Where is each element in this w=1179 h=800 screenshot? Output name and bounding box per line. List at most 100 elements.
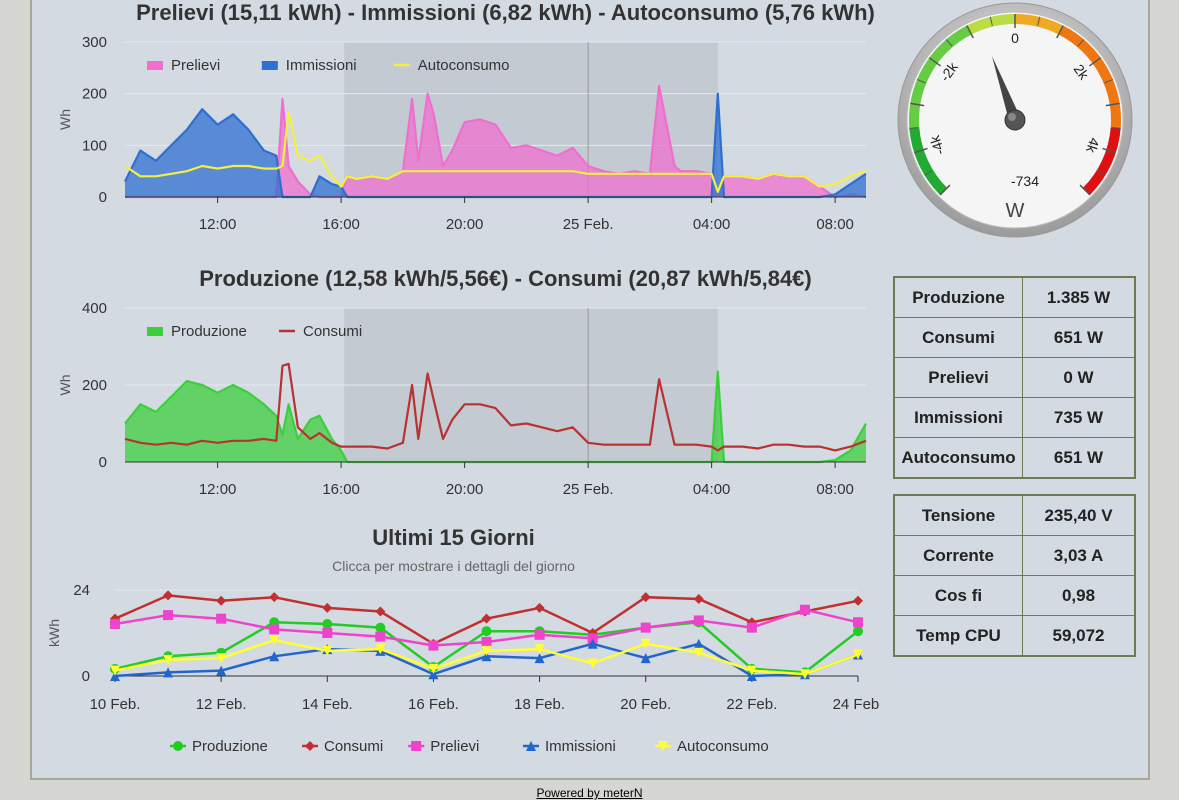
data-point[interactable] [322,628,333,638]
data-point[interactable] [693,647,704,658]
data-point[interactable] [375,622,386,633]
data-point[interactable] [322,602,333,613]
stat-value: 1.385 W [1022,276,1136,318]
data-point[interactable] [110,671,120,681]
data-point[interactable] [481,613,492,624]
data-point[interactable] [746,665,757,676]
data-point[interactable] [640,653,651,664]
gauge-band-green-dark [909,127,948,195]
data-point[interactable] [534,653,545,664]
data-point[interactable] [640,592,651,603]
data-point[interactable] [163,667,174,678]
legend-item-immissioni[interactable]: Immissioni [261,57,357,74]
data-point[interactable] [216,653,227,664]
data-point[interactable] [481,645,492,656]
data-point[interactable] [269,651,280,662]
series-area-prelievi [125,85,866,197]
data-point[interactable] [481,626,492,637]
data-point[interactable] [534,644,545,655]
legend-label: Prelievi [171,57,220,74]
production-consumption-chart[interactable]: Produzione (12,58 kWh/5,56€) - Consumi (… [40,250,880,512]
data-point[interactable] [428,663,439,674]
legend-item-prelievi[interactable]: Prelievi [408,738,479,755]
x-tick-label: 04:00 [693,216,731,233]
series-consumi [110,590,863,649]
data-point[interactable] [375,606,386,617]
stat-row-temp-cpu: Temp CPU 59,072 [893,615,1136,657]
legend-item-consumi[interactable]: Consumi [279,323,362,340]
data-point[interactable] [163,654,174,665]
legend-item-immissioni[interactable]: Immissioni [523,738,616,755]
data-point[interactable] [746,622,757,633]
gauge-tick [1056,25,1064,39]
data-point[interactable] [110,613,120,624]
data-point[interactable] [853,617,863,628]
energy-exchange-chart[interactable]: Prelievi (15,11 kWh) - Immissioni (6,82 … [40,0,880,245]
data-point[interactable] [216,665,227,676]
data-point[interactable] [269,624,280,635]
data-point[interactable] [534,629,545,640]
data-point[interactable] [587,638,598,649]
data-point[interactable] [693,593,704,604]
data-point[interactable] [322,619,333,630]
data-point[interactable] [746,671,757,681]
data-point[interactable] [322,645,333,656]
data-point[interactable] [534,602,545,613]
data-point[interactable] [587,658,598,669]
data-point[interactable] [163,590,174,601]
data-point[interactable] [110,665,120,676]
gauge-tick [916,78,926,84]
data-point[interactable] [216,613,227,624]
legend-item-autoconsumo[interactable]: Autoconsumo [655,738,769,755]
data-point[interactable] [375,644,386,655]
data-point[interactable] [853,626,863,637]
data-point[interactable] [163,610,174,621]
chart-subtitle: Clicca per mostrare i dettagli del giorn… [332,558,575,574]
x-tick-label: 16:00 [322,216,360,233]
legend-item-autoconsumo[interactable]: Autoconsumo [393,57,510,74]
data-point[interactable] [428,640,439,651]
gauge-scale-label: 0 [1011,30,1019,46]
data-point[interactable] [693,638,704,649]
stat-label: Consumi [893,317,1023,358]
stat-row-prelievi: Prelievi 0 W [893,357,1136,398]
legend-item-prelievi[interactable]: Prelievi [147,57,220,74]
gauge-value-readout: -734 [1011,173,1039,189]
data-point[interactable] [640,622,651,633]
gauge-band-dark-orange [1058,25,1121,129]
gauge-tick [945,39,953,47]
y-axis-label: Wh [57,109,73,130]
data-point[interactable] [375,631,386,642]
data-point[interactable] [853,649,863,660]
data-point[interactable] [216,595,227,606]
legend-item-produzione[interactable]: Produzione [170,738,268,755]
y-tick-label: 200 [82,86,107,103]
legend-item-produzione[interactable]: Produzione [147,323,247,340]
data-point[interactable] [693,615,704,626]
gauge-tick [924,170,933,176]
data-point[interactable] [640,638,651,649]
y-tick-label: 0 [99,454,107,471]
legend-label: Immissioni [545,738,616,755]
x-tick-label: 04:00 [693,481,731,498]
data-point[interactable] [269,635,280,646]
gauge-tick [966,25,974,39]
data-point[interactable] [428,669,439,680]
stat-row-tensione: Tensione 235,40 V [893,494,1136,536]
data-point[interactable] [110,619,120,630]
chart-title: Produzione (12,58 kWh/5,56€) - Consumi (… [199,266,812,291]
gauge-scale-label: 4k [1083,136,1103,156]
last-15-days-chart[interactable]: Ultimi 15 Giorni Clicca per mostrare i de… [40,515,880,765]
data-point[interactable] [799,669,810,680]
data-point[interactable] [481,651,492,662]
data-point[interactable] [481,636,492,647]
gauge-tick [1097,170,1106,176]
data-point[interactable] [587,633,598,644]
x-tick-label: 20:00 [446,216,484,233]
powered-by-link[interactable]: Powered by meterN [536,786,643,800]
gauge-tick [913,147,928,154]
data-point[interactable] [853,595,863,606]
legend-item-consumi[interactable]: Consumi [302,738,383,755]
data-point[interactable] [269,592,280,603]
data-point[interactable] [799,604,810,615]
